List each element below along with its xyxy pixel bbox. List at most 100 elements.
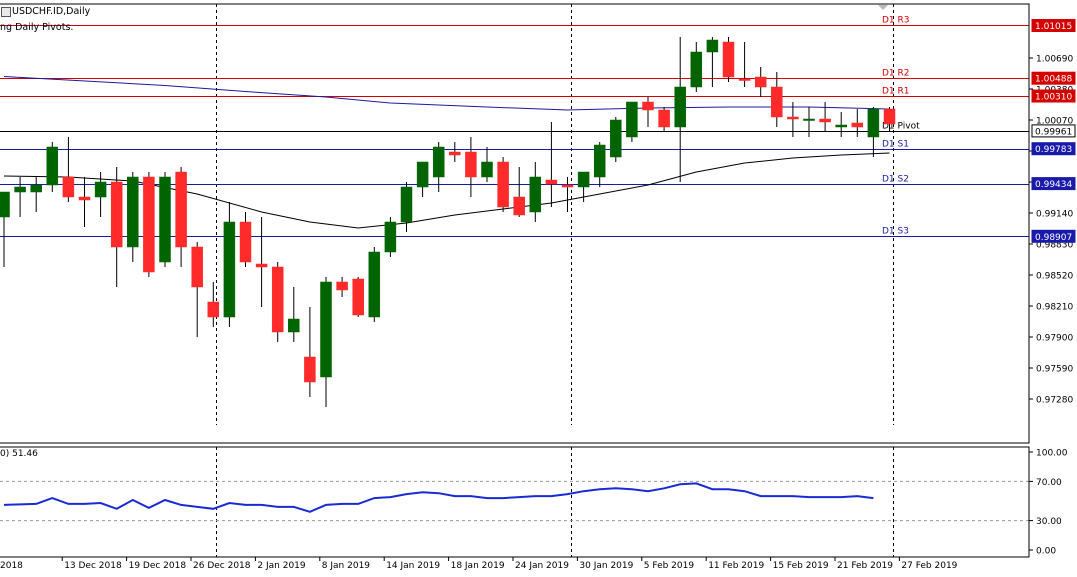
- pivot-price-box: [1031, 229, 1076, 243]
- candle-body: [497, 161, 509, 208]
- candle-body: [481, 161, 493, 178]
- candle-body: [110, 181, 123, 248]
- pivot-price-box: [1031, 124, 1076, 138]
- candle: [239, 212, 252, 267]
- rsi-tick-label: 70.00: [1036, 478, 1062, 488]
- price-panel-frame: [0, 3, 1030, 444]
- symbol-icon: [1, 7, 11, 17]
- rsi-panel[interactable]: 100.00 70.00 30.00 0.00: [0, 447, 1068, 557]
- time-label: 8 Jan 2019: [322, 561, 370, 571]
- rsi-line: [3, 482, 874, 513]
- candle-body: [561, 184, 574, 188]
- candle-body: [545, 179, 558, 185]
- pivot-label: D1 S1: [882, 140, 909, 150]
- price-tick-label: 0.97590: [1036, 365, 1073, 375]
- pivot-price-box: [1031, 89, 1076, 103]
- candle: [787, 102, 799, 137]
- pivot-price-box: [1031, 19, 1076, 32]
- candle-body: [529, 176, 542, 213]
- price-tick-label: 0.99140: [1036, 210, 1073, 220]
- candle-body: [0, 191, 10, 218]
- candle: [223, 202, 236, 327]
- time-label: 2 Jan 2019: [257, 561, 305, 571]
- candle: [642, 97, 654, 127]
- candle-body: [851, 122, 864, 128]
- time-label: 30 Jan 2019: [579, 561, 633, 571]
- candle: [771, 72, 783, 127]
- candle: [320, 277, 332, 407]
- time-label: 15 Feb 2019: [773, 561, 829, 571]
- candle: [577, 171, 590, 202]
- candle-body: [14, 186, 26, 193]
- pivot-price-box: [1031, 177, 1076, 191]
- candle-body: [175, 171, 187, 248]
- time-label: 5 Feb 2019: [644, 561, 695, 571]
- candle-body: [626, 101, 638, 138]
- pivot-label: D1 R1: [882, 87, 910, 97]
- candle-body: [30, 184, 42, 193]
- time-label: 2018: [0, 561, 23, 571]
- candle: [127, 172, 139, 262]
- candle-body: [819, 118, 831, 123]
- candle: [159, 172, 171, 267]
- candle: [706, 37, 719, 87]
- price-tick-label: 1.00690: [1036, 55, 1073, 65]
- candle: [593, 142, 606, 187]
- candle: [690, 42, 703, 92]
- candle-body: [835, 124, 847, 128]
- candle: [610, 117, 622, 162]
- candle-body: [239, 221, 252, 263]
- time-label: 21 Feb 2019: [837, 561, 893, 571]
- panel-frames: [0, 3, 1030, 558]
- candle-body: [593, 144, 606, 178]
- candle: [175, 167, 187, 267]
- moving-average-slow: [3, 76, 890, 111]
- price-tick-label: 0.98210: [1036, 303, 1073, 313]
- price-panel[interactable]: D1 R3 D1 R2 D1 R1 D1 Pivot D1 S1 D1 S2 D1 S3 1.…: [0, 4, 1076, 425]
- candle-body: [416, 161, 429, 188]
- rsi-plot: [0, 480, 1029, 522]
- candle: [191, 242, 203, 337]
- candle: [497, 157, 509, 212]
- indicator-title: ng Daily Pivots.: [0, 22, 74, 33]
- candle: [722, 37, 735, 82]
- candle: [449, 142, 461, 162]
- candle-body: [271, 266, 284, 333]
- candle-body: [577, 171, 590, 188]
- candle-body: [352, 278, 364, 316]
- pivot-price-label: 0.99783: [1035, 145, 1072, 155]
- candle: [481, 147, 493, 182]
- candle-body: [803, 118, 815, 121]
- candle: [416, 161, 429, 197]
- candle-body: [706, 39, 719, 53]
- pivot-label: D1 S2: [882, 175, 909, 185]
- candle: [384, 217, 397, 257]
- candle: [529, 162, 542, 222]
- time-label: 18 Jan 2019: [451, 561, 505, 571]
- time-label: 14 Jan 2019: [386, 561, 440, 571]
- candle-body: [690, 51, 703, 88]
- time-label: 24 Jan 2019: [515, 561, 569, 571]
- candle-body: [384, 221, 397, 253]
- candle-body: [465, 151, 477, 178]
- pivot-label: D1 Pivot: [882, 122, 920, 132]
- price-tick-label: 1.00070: [1036, 117, 1073, 127]
- time-label: 27 Feb 2019: [901, 561, 957, 571]
- candle: [14, 177, 26, 217]
- pivot-price-label: 0.99961: [1035, 127, 1072, 137]
- candle-body: [78, 196, 91, 201]
- candle-body: [304, 356, 316, 383]
- candle: [46, 142, 59, 192]
- candle-body: [46, 146, 59, 186]
- candle: [304, 307, 316, 397]
- pivot-label: D1 R3: [882, 16, 910, 26]
- candle-body: [143, 176, 155, 273]
- candle: [883, 107, 896, 131]
- candle: [432, 142, 445, 192]
- candle-body: [449, 151, 461, 156]
- candle: [368, 247, 381, 322]
- candle: [110, 167, 123, 287]
- candle-body: [62, 176, 75, 198]
